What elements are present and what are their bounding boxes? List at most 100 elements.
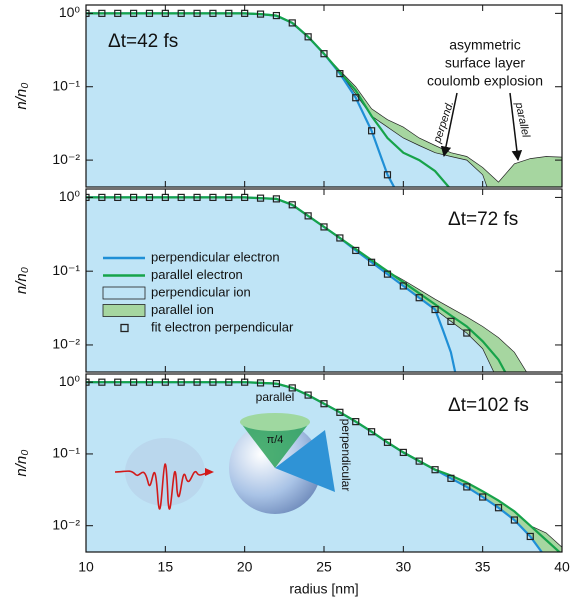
fit-marker [209,193,217,202]
fit-marker [114,378,122,386]
fit-marker [352,246,360,255]
fit-marker [225,9,233,17]
fit-marker [145,9,154,17]
fit-marker [352,94,360,102]
fit-marker [145,193,154,202]
fit-marker [463,329,471,337]
fit-marker [209,9,217,17]
y-axis-label: n/n₀ [13,82,30,109]
fit-marker [98,378,106,386]
y-tick-label: 10⁻² [52,151,80,167]
inset-label: parallel [256,390,295,404]
fit-marker [130,193,138,202]
y-tick-label: 10⁰ [59,373,81,389]
fit-marker [510,516,518,524]
fit-marker [177,9,185,17]
arrow [509,92,523,162]
fit-marker [383,438,392,446]
fit-marker [193,193,201,202]
fit-marker [225,378,233,386]
fit-marker [336,70,344,78]
x-tick-label: 40 [554,559,570,575]
electron-line [86,381,561,552]
electron-line [86,12,451,187]
legend: perpendicular electron parallel electron p… [102,249,294,334]
fit-marker [177,378,185,386]
fit-marker [320,50,328,58]
y-tick-label: 10⁻¹ [52,262,80,278]
fit-marker [304,212,312,220]
fit-marker [98,193,106,202]
panel-label: Δt=72 fs [448,209,518,230]
fit-marker [130,378,138,386]
x-axis-label: radius [nm] [289,581,358,597]
y-tick-label: 10⁻² [52,516,80,532]
fit-marker [320,400,328,408]
pulse-icon [114,438,214,510]
legend-label: perpendicular ion [151,284,251,299]
fit-marker [415,294,423,302]
fit-marker [256,379,265,387]
legend-label: fit electron perpendicular [151,319,294,334]
legend-label: parallel electron [151,267,243,282]
fit-marker [130,9,138,17]
fit-marker [320,223,328,231]
inset-label: perpendicular [339,419,353,492]
x-tick-label: 20 [237,559,253,575]
fit-marker [272,380,280,388]
y-tick-label: 10⁻² [52,336,80,352]
fit-marker [272,11,280,20]
x-tick-label: 30 [396,559,412,575]
fit-marker [114,193,122,202]
fit-marker [479,493,487,501]
fit-marker [399,448,407,457]
fit-marker [288,384,296,392]
legend-swatch [102,286,146,300]
fit-marker [256,194,265,202]
x-tick-label: 10 [78,559,94,575]
fit-marker [336,408,344,416]
fit-marker [336,234,344,242]
y-axis-label: n/n₀ [13,449,30,476]
fit-marker [526,532,534,541]
fit-marker [368,127,376,135]
fit-marker [463,483,471,491]
fit-marker [98,9,106,17]
fit-marker [114,9,122,17]
fit-marker [431,466,439,474]
fit-marker [399,282,407,290]
fit-marker [368,258,376,266]
sphere-icon [229,413,335,514]
fit-marker [193,378,201,386]
x-tick-label: 15 [158,559,174,575]
panel-label: Δt=42 fs [108,31,178,52]
legend-label: perpendicular electron [151,249,280,264]
series-group [86,9,562,187]
annotation: surface layer [445,55,525,71]
fit-marker [288,201,296,209]
fit-marker [145,378,154,386]
fit-marker [415,457,423,465]
fit-marker [272,195,280,203]
arrow [440,92,458,158]
y-tick-label: 10⁻¹ [52,445,80,461]
series-group [86,193,531,372]
panel-label: Δt=102 fs [448,395,529,416]
fit-marker [494,504,503,512]
fit-marker [383,270,392,278]
fit-marker [209,378,217,386]
annotation: coulomb explosion [427,73,543,89]
y-axis-label: n/n₀ [13,267,30,294]
fit-marker [368,428,376,436]
electron-line [86,196,507,372]
fit-marker [383,171,392,179]
legend-swatch [102,304,146,317]
x-tick-label: 25 [316,559,332,575]
legend-label: parallel ion [151,302,214,317]
ion-area [86,13,491,187]
fit-marker [447,474,455,482]
inset-label: π/4 [267,434,284,446]
ion-area [86,197,499,372]
x-tick-label: 35 [475,559,491,575]
